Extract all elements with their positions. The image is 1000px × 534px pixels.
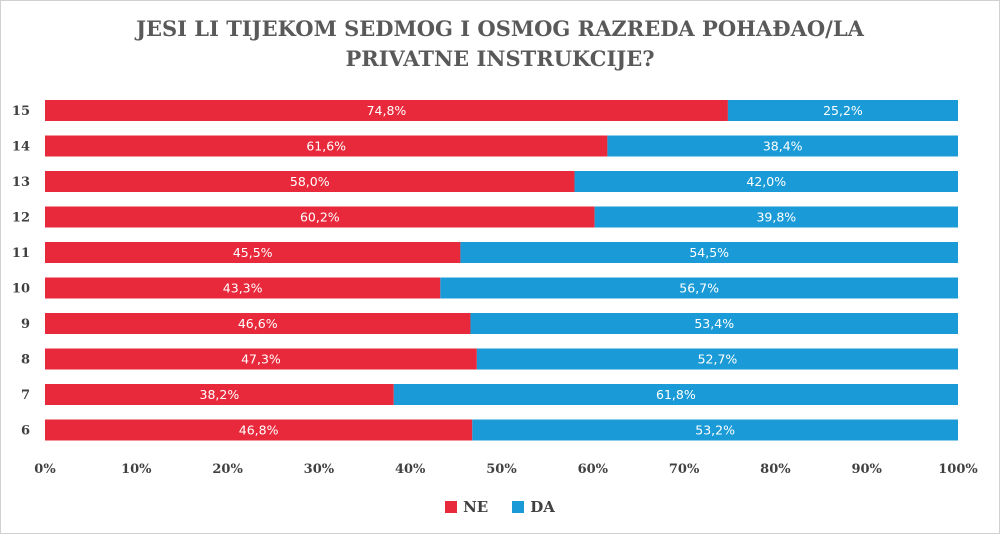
data-label-ne: 60,2%: [300, 210, 340, 225]
bar-ne: [45, 384, 394, 405]
data-label-ne: 74,8%: [367, 103, 407, 118]
data-label-da: 56,7%: [679, 281, 719, 296]
category-label: 9: [21, 317, 30, 332]
x-tick-label: 20%: [212, 462, 243, 477]
category-label: 11: [12, 246, 30, 261]
legend-item-da: DA: [512, 498, 555, 516]
bar-ne: [45, 135, 608, 157]
category-label: 13: [12, 175, 30, 190]
legend-swatch: [512, 501, 525, 513]
bar-da: [472, 419, 958, 441]
legend-label: NE: [463, 498, 489, 516]
x-tick-label: 60%: [578, 462, 609, 477]
data-label-da: 52,7%: [698, 352, 738, 367]
legend-item-ne: NE: [445, 498, 488, 516]
bar-da: [594, 206, 958, 228]
bar-ne: [45, 419, 473, 441]
legend-swatch: [445, 501, 458, 513]
category-label: 8: [21, 353, 30, 368]
bar-da: [607, 135, 958, 157]
bar-ne: [45, 313, 471, 334]
category-label: 14: [12, 140, 30, 155]
data-label-ne: 47,3%: [241, 352, 281, 367]
bar-ne: [45, 242, 461, 263]
bar-da: [393, 384, 958, 405]
data-label-ne: 61,6%: [306, 139, 346, 154]
bar-ne: [45, 206, 595, 228]
data-label-da: 38,4%: [763, 139, 803, 154]
x-tick-label: 10%: [121, 462, 152, 477]
x-tick-label: 80%: [760, 462, 791, 477]
data-label-da: 25,2%: [823, 103, 863, 118]
data-label-ne: 46,8%: [239, 423, 279, 438]
data-label-da: 54,5%: [689, 245, 729, 260]
category-label: 12: [12, 211, 30, 226]
data-label-da: 61,8%: [656, 387, 696, 402]
data-label-da: 53,2%: [695, 423, 735, 438]
category-label: 6: [21, 424, 30, 439]
category-label: 7: [21, 388, 30, 403]
data-label-ne: 43,3%: [223, 281, 263, 296]
bar-ne: [45, 100, 728, 121]
legend: NE DA: [0, 498, 1000, 516]
chart-title: JESI LI TIJEKOM SEDMOG I OSMOG RAZREDA P…: [136, 16, 864, 71]
x-tick-label: 30%: [304, 462, 335, 477]
data-label-da: 53,4%: [694, 316, 734, 331]
category-label: 10: [12, 282, 30, 297]
bar-ne: [45, 277, 441, 299]
x-tick-label: 70%: [669, 462, 700, 477]
x-tick-label: 0%: [34, 462, 56, 477]
x-tick-label: 50%: [486, 462, 517, 477]
x-tick-label: 100%: [938, 462, 978, 477]
data-label-ne: 45,5%: [233, 245, 273, 260]
bar-da: [460, 242, 958, 263]
bar-ne: [45, 348, 477, 370]
data-label-ne: 58,0%: [290, 174, 330, 189]
category-label: 15: [12, 104, 30, 119]
bar-da: [470, 313, 958, 334]
data-label-ne: 46,6%: [238, 316, 278, 331]
x-tick-label: 40%: [395, 462, 426, 477]
data-label-ne: 38,2%: [200, 387, 240, 402]
bar-da: [440, 277, 959, 299]
bar-da: [727, 100, 958, 121]
bar-da: [574, 171, 958, 192]
bar-ne: [45, 171, 575, 192]
x-tick-label: 90%: [851, 462, 882, 477]
bar-da: [476, 348, 958, 370]
data-label-da: 42,0%: [746, 174, 786, 189]
data-label-da: 39,8%: [756, 210, 796, 225]
legend-label: DA: [530, 498, 555, 516]
